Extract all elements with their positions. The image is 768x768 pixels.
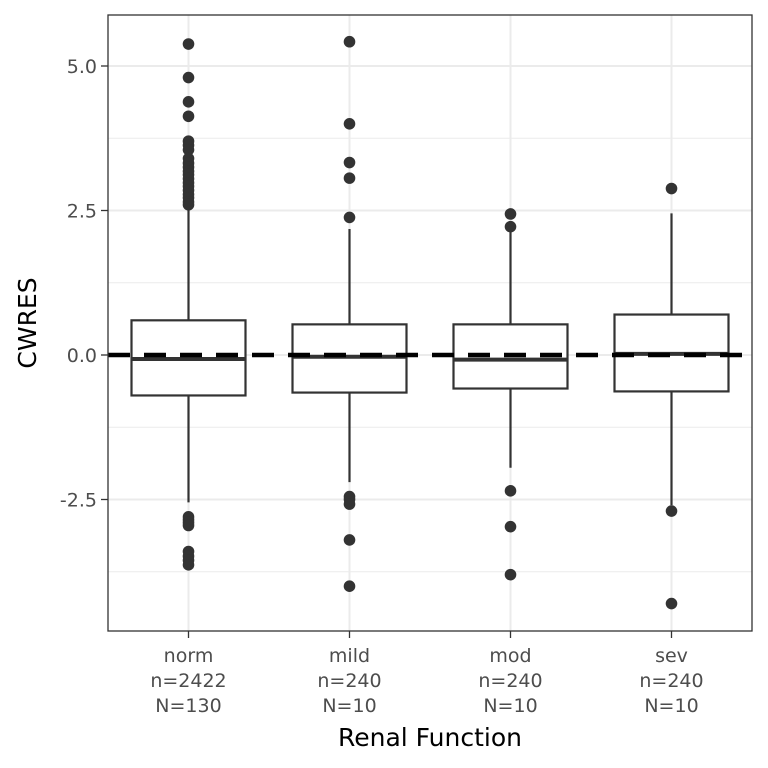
outlier-point [343, 580, 356, 592]
outlier-point [182, 71, 195, 84]
x-tick-label: N=10 [483, 695, 537, 717]
y-tick-label: 2.5 [67, 201, 97, 223]
outlier-point [182, 559, 195, 571]
outlier-point [182, 198, 195, 211]
outlier-point [343, 156, 356, 169]
outlier-point [504, 520, 517, 533]
outlier-point [343, 118, 356, 130]
outlier-point [343, 534, 356, 546]
x-tick-label: N=10 [644, 695, 698, 717]
y-tick-label: 5.0 [67, 56, 97, 78]
x-tick-label: n=240 [639, 670, 703, 692]
outlier-point [343, 498, 356, 510]
x-tick-label: N=10 [322, 695, 376, 717]
outlier-point [665, 597, 678, 610]
outlier-point [182, 96, 195, 108]
x-axis-title: Renal Function [338, 723, 522, 752]
plot-panel-border [107, 14, 753, 632]
boxes [130, 35, 730, 610]
outlier-point [182, 38, 195, 50]
outlier-point [504, 208, 517, 220]
box-group-norm [130, 38, 247, 571]
outlier-point [504, 220, 517, 233]
outlier-point [665, 505, 678, 517]
x-tick-label: n=2422 [150, 670, 226, 692]
outlier-point [343, 35, 356, 48]
outlier-point [665, 182, 678, 195]
outlier-point [343, 211, 356, 224]
outlier-point [504, 485, 517, 497]
x-tick-label: norm [164, 645, 214, 667]
x-tick-label: n=240 [317, 670, 381, 692]
box-group-mild [291, 35, 408, 592]
axes: -2.5 0.0 2.5 5.0 norm n=2422 N=130 mild n=240 N=1… [60, 56, 704, 717]
outlier-point [182, 144, 195, 156]
y-tick-label: -2.5 [60, 490, 97, 512]
x-tick-label: mod [489, 645, 531, 667]
y-tick-label: 0.0 [67, 345, 97, 367]
outlier-point [182, 519, 195, 532]
box-group-sev [613, 182, 730, 610]
outlier-point [343, 172, 356, 184]
x-tick-label: mild [329, 645, 370, 667]
outlier-point [504, 568, 517, 581]
x-tick-label: sev [655, 645, 688, 667]
y-axis-title: CWRES [13, 277, 42, 368]
outlier-point [182, 110, 195, 123]
x-tick-label: n=240 [478, 670, 542, 692]
x-tick-label: N=130 [155, 695, 221, 717]
